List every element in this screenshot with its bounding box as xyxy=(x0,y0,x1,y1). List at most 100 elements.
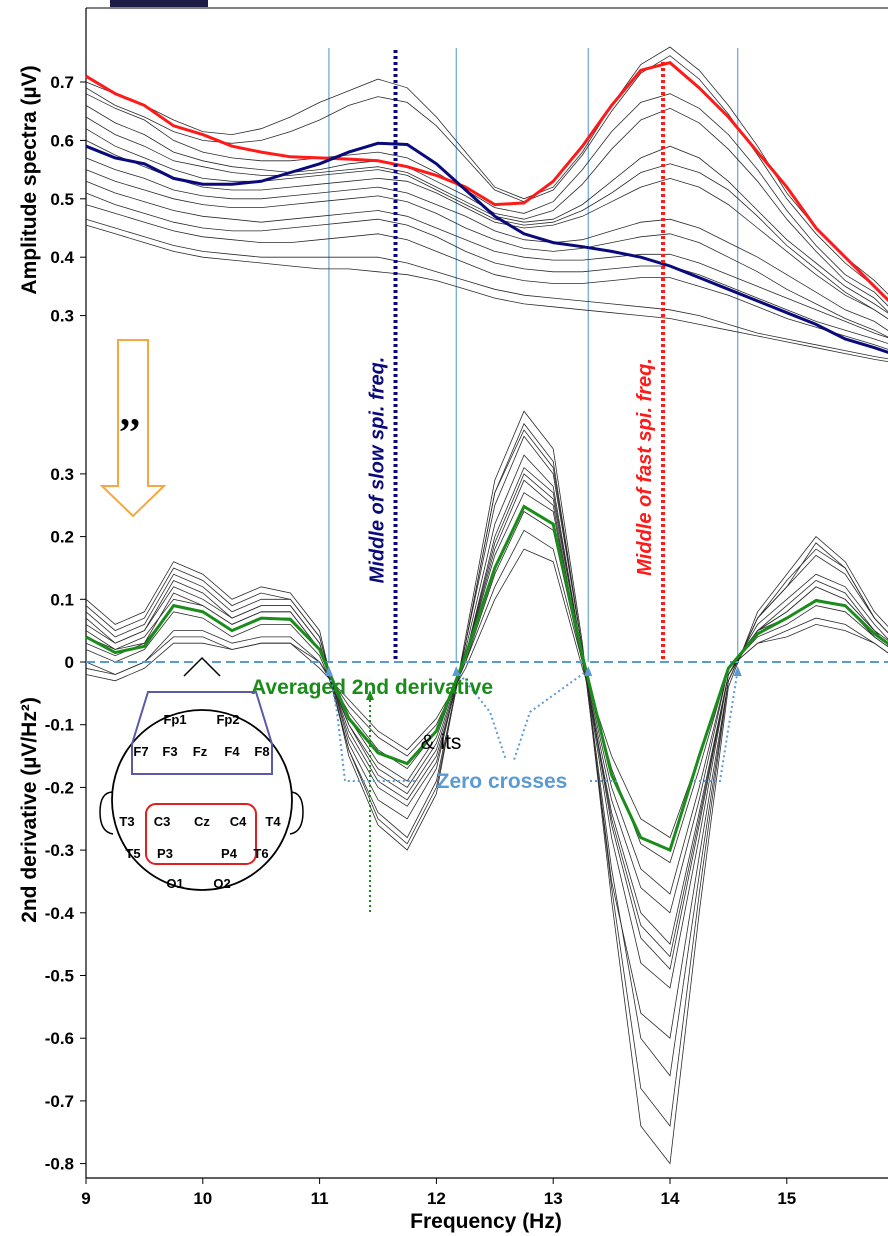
red-series-line xyxy=(85,61,888,303)
derivative-y-ticks: 0.3 0.2 0.1 0 -0.1 -0.2 -0.3 -0.4 -0.5 -0.6 -0.7 -0… xyxy=(45,465,86,1174)
callout-path xyxy=(513,669,589,761)
x-tick-label: 9 xyxy=(81,1189,90,1208)
y-tick-label: -0.1 xyxy=(45,716,74,735)
y-tick-label: 0 xyxy=(65,653,74,672)
electrode-label: F8 xyxy=(254,744,269,759)
derivative-gray-traces xyxy=(85,410,888,1165)
electrode-labels: Fp1 Fp2 F7 F3 Fz F4 F8 T3 C3 Cz C4 T4 T5 P3 P4 T6 O1 O2 xyxy=(119,712,281,891)
y-tick-label: -0.7 xyxy=(45,1092,74,1111)
amplitude-gray-trace xyxy=(85,224,888,363)
y-tick-label: 0.5 xyxy=(50,190,74,209)
averaged-derivative-series xyxy=(85,504,888,853)
amplitude-gray-trace xyxy=(85,192,888,344)
electrode-label: Fp1 xyxy=(163,712,186,727)
amplitude-gray-trace xyxy=(85,55,888,301)
x-tick-label: 15 xyxy=(777,1189,796,1208)
head-outline xyxy=(111,709,293,891)
fast-spindle-label: Middle of fast spi. freq. xyxy=(634,358,656,576)
derivative-gray-trace xyxy=(85,473,888,958)
amplitude-highlight-series xyxy=(85,61,888,354)
electrode-label: O1 xyxy=(166,876,183,891)
y-tick-label: -0.8 xyxy=(45,1155,74,1174)
callout-path xyxy=(327,669,418,782)
amplitude-gray-trace xyxy=(85,157,888,331)
electrode-label: Fz xyxy=(193,744,208,759)
derivative-gray-trace xyxy=(85,548,888,839)
y-tick-label: 0.4 xyxy=(50,248,74,267)
y-tick-label: -0.5 xyxy=(45,967,74,986)
amplitude-gray-trace xyxy=(85,93,888,307)
y-tick-label: 0.2 xyxy=(50,528,74,547)
electrode-label: F7 xyxy=(133,744,148,759)
electrode-label: Cz xyxy=(194,814,210,829)
electrode-label: C3 xyxy=(154,814,171,829)
derivative-gray-trace xyxy=(85,510,888,895)
derivative-y-label: 2nd derivative (µV/Hz²) xyxy=(18,697,41,923)
electrode-label: F3 xyxy=(162,744,177,759)
callout-path xyxy=(694,669,739,782)
y-tick-label: 0.1 xyxy=(50,590,74,609)
amplitude-gray-trace xyxy=(85,218,888,360)
electrode-label: T6 xyxy=(253,846,268,861)
amplitude-gray-trace xyxy=(85,169,888,338)
x-tick-label: 11 xyxy=(311,1189,329,1208)
slow-spindle-label: Middle of slow spi. freq. xyxy=(367,357,389,584)
amplitude-y-ticks: 0.7 0.6 0.5 0.4 0.3 xyxy=(50,73,86,326)
electrode-montage: Fp1 Fp2 F7 F3 Fz F4 F8 T3 C3 Cz C4 T4 T5 P3 P4 T6 O1 O2 xyxy=(99,656,304,891)
electrode-label: T4 xyxy=(265,814,281,829)
nose-icon xyxy=(183,656,221,677)
amplitude-gray-trace xyxy=(85,204,888,350)
derivative-gray-trace xyxy=(85,410,888,1165)
left-ear-icon xyxy=(99,791,114,835)
zero-cross-arrowhead xyxy=(733,666,742,676)
electrode-label: O2 xyxy=(213,876,230,891)
x-ticks: 9 10 11 12 13 14 15 xyxy=(81,1178,796,1208)
zero-cross-arrowhead xyxy=(324,666,333,676)
middle-frequency-markers xyxy=(393,50,665,662)
x-tick-label: 14 xyxy=(661,1189,680,1208)
electrode-label: T3 xyxy=(119,814,134,829)
down-arrow-icon xyxy=(99,339,167,518)
amplitude-gray-trace xyxy=(85,180,888,339)
average-line xyxy=(85,504,888,853)
quote-mark: ,, xyxy=(120,389,140,434)
amplitude-gray-trace xyxy=(85,105,888,313)
electrode-label: Fp2 xyxy=(216,712,239,727)
frontal-region xyxy=(131,691,273,775)
derivative-gray-trace xyxy=(85,429,888,1039)
and-its-label: & its xyxy=(421,731,462,754)
zero-cross-arrowhead xyxy=(584,666,593,676)
amplitude-gray-trace xyxy=(85,46,888,295)
y-tick-label: 0.3 xyxy=(50,307,74,326)
x-tick-label: 13 xyxy=(544,1189,563,1208)
y-tick-label: -0.2 xyxy=(45,778,74,797)
x-tick-label: 10 xyxy=(193,1189,212,1208)
y-tick-label: -0.4 xyxy=(45,904,75,923)
amplitude-gray-trace xyxy=(85,128,888,320)
x-axis-label: Frequency (Hz) xyxy=(410,1210,562,1233)
zero-cross-guide-lines xyxy=(328,48,739,662)
x-tick-label: 12 xyxy=(427,1189,446,1208)
y-tick-label: -0.3 xyxy=(45,841,74,860)
y-tick-label: 0.3 xyxy=(50,465,74,484)
y-tick-label: 0.6 xyxy=(50,131,74,150)
zero-cross-callouts xyxy=(324,666,742,912)
electrode-label: C4 xyxy=(230,814,247,829)
amplitude-y-label: Amplitude spectra (µV) xyxy=(18,65,41,294)
electrode-label: F4 xyxy=(224,744,240,759)
right-ear-icon xyxy=(289,791,304,835)
average-pointer-head xyxy=(366,690,374,700)
y-tick-label: 0.7 xyxy=(50,73,74,92)
derivative-gray-trace xyxy=(85,454,888,989)
header-tab xyxy=(110,0,208,7)
electrode-label: P3 xyxy=(157,846,173,861)
electrode-label: T5 xyxy=(125,846,140,861)
central-region xyxy=(145,803,257,865)
electrode-label: P4 xyxy=(221,846,238,861)
blue-series-line xyxy=(85,141,888,354)
zero-crosses-label: Zero crosses xyxy=(437,770,568,793)
amplitude-gray-trace xyxy=(85,140,888,320)
derivative-gray-trace xyxy=(85,529,888,864)
amplitude-gray-traces xyxy=(85,46,888,363)
